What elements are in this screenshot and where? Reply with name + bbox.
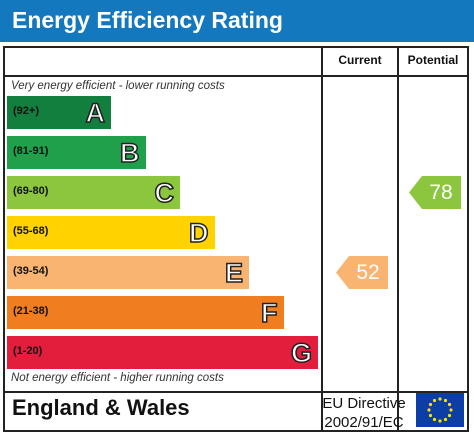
band-range-label: (81-91) [13, 145, 49, 157]
band-letter: B [119, 137, 140, 169]
rating-band-d: (55-68) D [7, 216, 215, 249]
current-column-divider [321, 48, 323, 430]
band-letter: D [188, 217, 209, 249]
eu-star [432, 398, 437, 403]
eu-star [447, 402, 452, 407]
current-arrow-shape [336, 256, 388, 289]
eu-star [432, 417, 437, 422]
band-range-label: (1-20) [13, 345, 43, 357]
eu-star [438, 419, 442, 423]
eu-star [438, 397, 442, 401]
eu-star [428, 413, 433, 418]
directive-line-2: 2002/91/EC [324, 414, 404, 431]
title-bar: Energy Efficiency Rating [0, 0, 474, 42]
region-label: England & Wales [12, 395, 190, 420]
potential-rating-indicator: 78 [409, 176, 461, 209]
rating-band-f: (21-38) F [7, 296, 284, 329]
band-range-label: (21-38) [13, 305, 49, 317]
rating-band-a: (92+) A [7, 96, 111, 129]
band-range-label: (92+) [13, 105, 39, 117]
efficient-note: Very energy efficient - lower running co… [11, 80, 225, 92]
band-letter: C [154, 177, 175, 209]
potential-column-header: Potential [407, 53, 459, 67]
rating-band-c: (69-80) C [7, 176, 180, 209]
rating-band-e: (39-54) E [7, 256, 249, 289]
eu-star [443, 417, 448, 422]
band-range-label: (69-80) [13, 185, 49, 197]
band-letter: A [85, 97, 106, 129]
eu-star [443, 398, 448, 403]
band-letter: G [290, 337, 313, 369]
eu-flag-icon [416, 393, 464, 427]
rating-table: Current Potential Very energy efficient … [3, 46, 469, 432]
directive-line-1: EU Directive [322, 395, 406, 412]
current-rating-value: 52 [356, 261, 380, 284]
current-column-header: Current [338, 53, 382, 67]
chart-title: Energy Efficiency Rating [12, 7, 283, 33]
eu-star [427, 408, 431, 412]
current-rating-indicator: 52 [336, 256, 388, 289]
rating-band-g: (1-20) G [7, 336, 318, 369]
inefficient-note: Not energy efficient - higher running co… [11, 372, 224, 384]
potential-column-divider [397, 48, 399, 430]
eu-star [449, 408, 453, 412]
band-range-label: (55-68) [13, 225, 49, 237]
band-letter: E [224, 257, 244, 289]
band-letter: F [260, 297, 278, 329]
rating-band-b: (81-91) B [7, 136, 146, 169]
potential-rating-value: 78 [429, 181, 453, 204]
eu-star [428, 402, 433, 407]
header-divider [5, 75, 467, 77]
footer-divider [5, 391, 467, 393]
potential-arrow-shape [409, 176, 461, 209]
eu-star [447, 413, 452, 418]
band-range-label: (39-54) [13, 265, 49, 277]
